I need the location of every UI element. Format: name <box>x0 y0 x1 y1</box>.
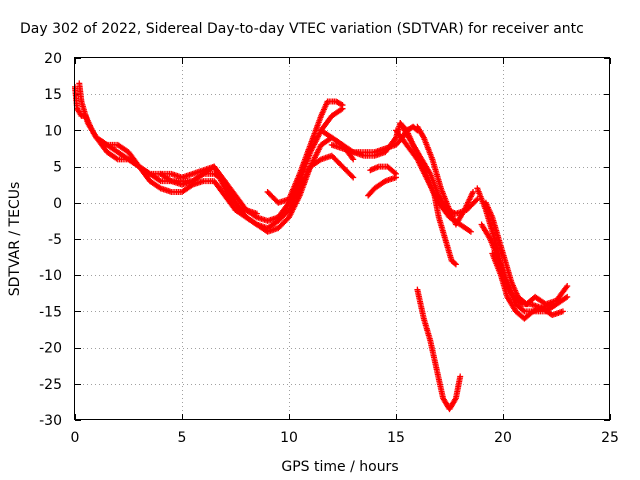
y-tick-label: 10 <box>44 123 62 139</box>
data-point <box>562 294 569 301</box>
data-point <box>563 284 570 291</box>
y-tick-label: -5 <box>48 232 62 248</box>
y-axis-label: SDTVAR / TECUs <box>7 182 23 297</box>
data-point <box>338 101 345 108</box>
data-point <box>451 260 458 267</box>
chart-title: Day 302 of 2022, Sidereal Day-to-day VTE… <box>20 21 584 37</box>
grid-lines <box>75 58 610 420</box>
y-tick-label: -15 <box>39 304 62 320</box>
x-tick-label: 25 <box>601 430 619 446</box>
data-series-sdtvar <box>72 80 571 413</box>
data-track <box>414 123 477 228</box>
x-tick-label: 10 <box>280 430 298 446</box>
data-point <box>470 188 477 195</box>
data-point <box>338 106 345 113</box>
data-track <box>328 120 410 159</box>
y-tick-label: 20 <box>44 51 62 67</box>
y-tick-label: -10 <box>39 268 62 284</box>
data-track <box>367 163 399 177</box>
y-tick-label: 15 <box>44 87 62 103</box>
data-point <box>339 102 346 109</box>
y-tick-labels: 20 15 10 5 0 -5 -10 -15 -20 -25 -30 <box>39 51 62 429</box>
data-point <box>113 155 120 162</box>
y-tick-label: -30 <box>39 413 62 429</box>
data-point <box>467 228 474 235</box>
y-tick-label: -20 <box>39 341 62 357</box>
data-point <box>391 169 398 176</box>
plot-frame <box>74 57 610 420</box>
data-point <box>350 174 357 181</box>
x-tick-label: 5 <box>178 430 187 446</box>
data-point <box>559 308 566 315</box>
data-track <box>93 134 357 235</box>
data-track <box>76 80 357 232</box>
data-point <box>520 307 527 314</box>
data-point <box>452 261 459 268</box>
data-point <box>564 293 571 300</box>
data-point <box>466 227 473 234</box>
data-point <box>349 155 356 162</box>
x-tick-labels: 0 5 10 15 20 25 <box>71 430 619 446</box>
y-tick-label: -25 <box>39 377 62 393</box>
data-point <box>102 140 109 147</box>
data-track <box>365 174 399 199</box>
data-point <box>564 283 571 290</box>
data-track <box>489 250 566 322</box>
y-tick-label: 5 <box>53 160 62 176</box>
data-track <box>482 199 571 308</box>
data-track <box>157 163 260 217</box>
x-axis-label: GPS time / hours <box>281 459 398 475</box>
x-tick-label: 0 <box>71 430 80 446</box>
data-track <box>414 286 464 413</box>
data-point <box>474 196 481 203</box>
data-point <box>253 210 260 217</box>
y-tick-label: 0 <box>53 196 62 212</box>
data-point <box>457 373 464 380</box>
data-point <box>473 197 480 204</box>
data-point <box>156 177 163 184</box>
x-tick-label: 15 <box>387 430 405 446</box>
x-tick-label: 20 <box>494 430 512 446</box>
data-point <box>350 156 357 163</box>
data-point <box>349 173 356 180</box>
data-track <box>264 98 346 206</box>
data-point <box>393 170 399 177</box>
